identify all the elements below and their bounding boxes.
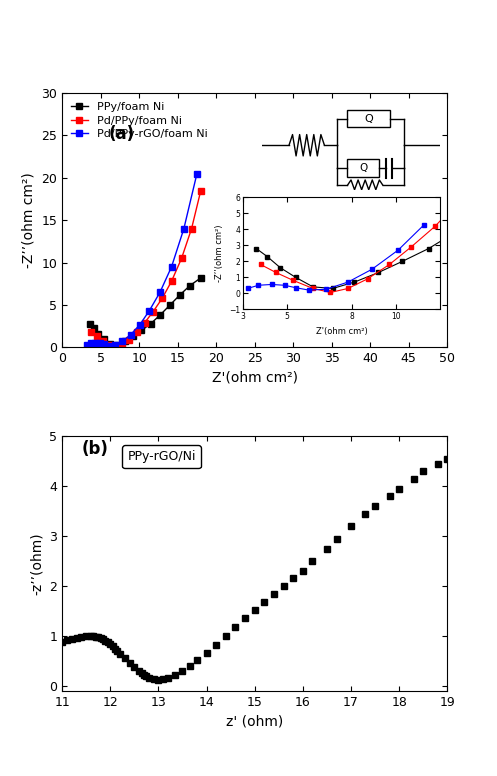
Line: Pd/PPy/foam Ni: Pd/PPy/foam Ni [88,188,204,350]
Line: Pd/PPy-rGO/foam Ni: Pd/PPy-rGO/foam Ni [84,171,200,348]
PPy/foam Ni [157,310,163,320]
Pd/PPy-rGO/foam Ni [157,288,163,297]
PPy/foam Ni [148,319,154,328]
Pd/PPy-rGO/foam Ni [92,338,98,348]
X-axis label: z' (ohm): z' (ohm) [226,714,283,728]
Pd/PPy/foam Ni [150,307,156,317]
Pd/PPy-rGO/foam Ni [84,340,90,349]
Legend: PPy/foam Ni, Pd/PPy/foam Ni, Pd/PPy-rGO/foam Ni: PPy/foam Ni, Pd/PPy/foam Ni, Pd/PPy-rGO/… [68,99,211,142]
Pd/PPy/foam Ni [168,276,174,286]
Pd/PPy-rGO/foam Ni [111,341,117,350]
Pd/PPy/foam Ni [113,342,119,352]
Y-axis label: -z’’(ohm): -z’’(ohm) [30,532,44,595]
PPy/foam Ni [95,329,101,338]
PPy/foam Ni [167,300,173,310]
Pd/PPy/foam Ni [188,224,194,234]
Line: PPy/foam Ni: PPy/foam Ni [87,275,204,348]
Pd/PPy/foam Ni [198,186,204,196]
Pd/PPy/foam Ni [119,340,125,349]
Pd/PPy/foam Ni [159,293,165,303]
Pd/PPy/foam Ni [178,254,184,263]
Pd/PPy-rGO/foam Ni [87,338,93,348]
Pd/PPy/foam Ni [126,335,132,345]
PPy/foam Ni [187,281,193,290]
Legend: PPy-rGO/Ni: PPy-rGO/Ni [122,445,201,468]
Pd/PPy-rGO/foam Ni [97,338,103,348]
Pd/PPy/foam Ni [88,327,94,337]
PPy/foam Ni [107,339,113,348]
PPy/foam Ni [122,337,128,346]
X-axis label: Z'(ohm cm²): Z'(ohm cm²) [212,371,298,385]
Text: (b): (b) [82,440,108,458]
Pd/PPy/foam Ni [107,340,113,349]
Pd/PPy-rGO/foam Ni [128,330,134,339]
PPy/foam Ni [139,326,145,335]
Pd/PPy/foam Ni [100,336,106,345]
Pd/PPy/foam Ni [94,331,100,341]
PPy/foam Ni [177,290,183,300]
Pd/PPy-rGO/foam Ni [119,337,125,346]
Pd/PPy-rGO/foam Ni [101,340,107,349]
Pd/PPy-rGO/foam Ni [194,169,200,178]
PPy/foam Ni [91,324,97,333]
PPy/foam Ni [114,340,120,349]
Pd/PPy-rGO/foam Ni [137,320,143,329]
Pd/PPy/foam Ni [142,318,148,327]
PPy/foam Ni [101,334,107,344]
PPy/foam Ni [198,273,204,282]
Pd/PPy-rGO/foam Ni [146,307,152,316]
Text: (a): (a) [108,125,135,143]
PPy/foam Ni [87,319,93,328]
Pd/PPy-rGO/foam Ni [181,224,187,234]
Pd/PPy/foam Ni [134,327,140,337]
Y-axis label: -Z’’(ohm cm²): -Z’’(ohm cm²) [22,172,36,268]
PPy/foam Ni [130,331,136,341]
Pd/PPy-rGO/foam Ni [105,341,111,350]
Pd/PPy-rGO/foam Ni [168,262,174,272]
